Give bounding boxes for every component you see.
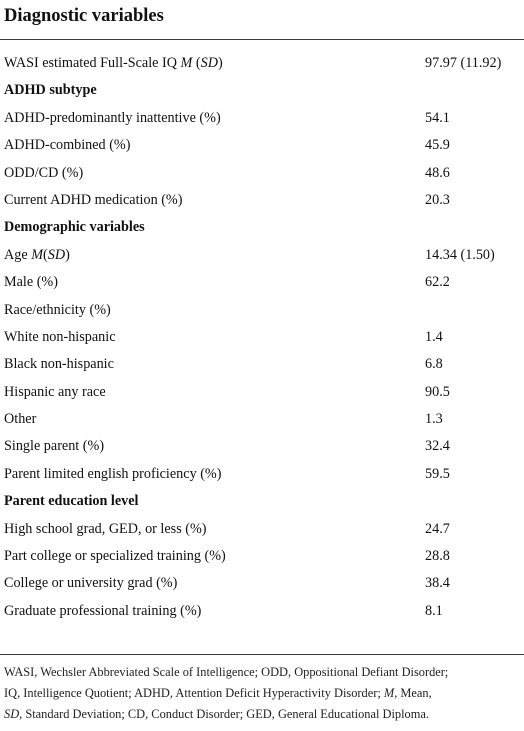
row-label: Other	[4, 411, 37, 428]
section-header: ADHD subtype	[4, 82, 97, 99]
row-value: 97.97 (11.92)	[425, 55, 502, 71]
row-value: 48.6	[425, 164, 450, 181]
table-body: WASI estimated Full-Scale IQ M (SD) 97.9…	[0, 53, 524, 628]
table-row: Other 1.3	[0, 409, 524, 436]
row-label: White non-hispanic	[4, 328, 116, 345]
section-header-row: ADHD subtype	[0, 80, 524, 107]
row-value: 1.4	[425, 328, 443, 345]
table-row: ODD/CD (%) 48.6	[0, 163, 524, 190]
row-label: Parent limited english proficiency (%)	[4, 465, 222, 482]
row-label: Graduate professional training (%)	[4, 602, 202, 619]
table-row: Hispanic any race 90.5	[0, 382, 524, 409]
table-row: Graduate professional training (%) 8.1	[0, 601, 524, 628]
row-value: 62.2	[425, 274, 450, 291]
row-value: 1.3	[425, 411, 443, 428]
table-title: Diagnostic variables	[4, 6, 164, 26]
table-row: Race/ethnicity (%)	[0, 300, 524, 327]
row-value: 6.8	[425, 356, 443, 373]
row-value: 59.5	[425, 465, 450, 482]
row-label: Part college or specialized training (%)	[4, 548, 226, 565]
row-label: ADHD-predominantly inattentive (%)	[4, 109, 221, 126]
row-value: 54.1	[425, 109, 450, 126]
table-row: Current ADHD medication (%) 20.3	[0, 190, 524, 217]
table-row: WASI estimated Full-Scale IQ M (SD) 97.9…	[0, 53, 524, 80]
section-header-row: Demographic variables	[0, 217, 524, 244]
row-value: 24.7	[425, 520, 450, 537]
table-row: Part college or specialized training (%)…	[0, 546, 524, 573]
table-row: Male (%) 62.2	[0, 272, 524, 299]
footnote-line: SD, Standard Deviation; CD, Conduct Diso…	[4, 707, 429, 721]
row-value: 38.4	[425, 575, 450, 592]
row-value: 28.8	[425, 548, 450, 565]
footnote-line: IQ, Intelligence Quotient; ADHD, Attenti…	[4, 686, 432, 700]
row-value: 90.5	[425, 383, 450, 400]
table-row: Age M(SD) 14.34 (1.50)	[0, 245, 524, 272]
table-row: Single parent (%) 32.4	[0, 436, 524, 463]
table-footnote: WASI, Wechsler Abbreviated Scale of Inte…	[4, 662, 520, 725]
row-label: High school grad, GED, or less (%)	[4, 520, 207, 537]
table-row: ADHD-predominantly inattentive (%) 54.1	[0, 108, 524, 135]
row-label: Male (%)	[4, 274, 58, 291]
row-label: Single parent (%)	[4, 438, 105, 455]
row-label: Current ADHD medication (%)	[4, 191, 183, 208]
row-label: Black non-hispanic	[4, 356, 114, 373]
section-header: Demographic variables	[4, 219, 145, 236]
row-label: ODD/CD (%)	[4, 164, 84, 181]
table-row: Parent limited english proficiency (%) 5…	[0, 464, 524, 491]
table-row: High school grad, GED, or less (%) 24.7	[0, 519, 524, 546]
section-header: Parent education level	[4, 493, 139, 510]
table-row: ADHD-combined (%) 45.9	[0, 135, 524, 162]
row-value: 32.4	[425, 438, 450, 455]
bottom-rule	[0, 654, 524, 655]
row-label: Age M(SD)	[4, 246, 70, 263]
footnote-line: WASI, Wechsler Abbreviated Scale of Inte…	[4, 665, 449, 679]
row-label: Race/ethnicity (%)	[4, 301, 111, 318]
table-row: Black non-hispanic 6.8	[0, 354, 524, 381]
row-value: 14.34 (1.50)	[425, 246, 495, 263]
row-label: College or university grad (%)	[4, 575, 178, 592]
table-row: White non-hispanic 1.4	[0, 327, 524, 354]
row-label: WASI estimated Full-Scale IQ M (SD)	[4, 55, 223, 71]
section-header-row: Parent education level	[0, 491, 524, 518]
top-rule	[0, 39, 524, 40]
row-value: 8.1	[425, 602, 443, 619]
row-value: 45.9	[425, 137, 450, 154]
row-label: Hispanic any race	[4, 383, 106, 400]
row-value: 20.3	[425, 191, 450, 208]
table-row: College or university grad (%) 38.4	[0, 573, 524, 600]
row-label: ADHD-combined (%)	[4, 137, 131, 154]
